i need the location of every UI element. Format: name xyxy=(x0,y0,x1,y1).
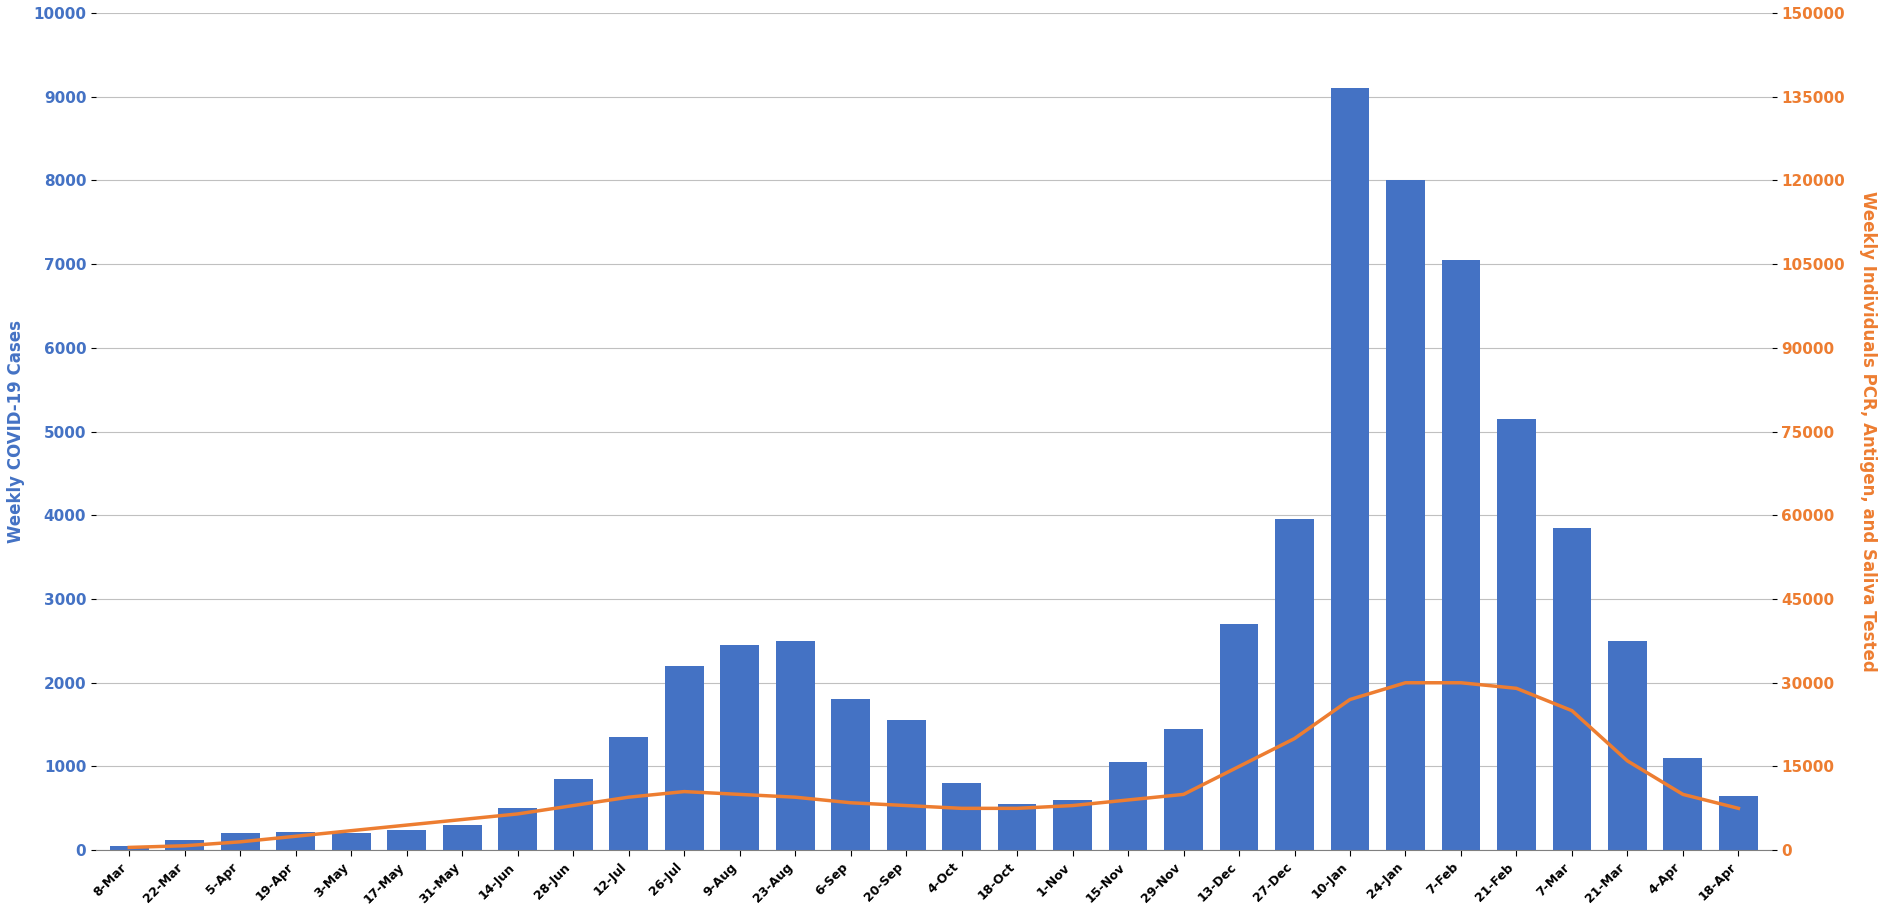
Bar xyxy=(1664,758,1703,850)
Bar xyxy=(942,783,982,850)
Bar xyxy=(609,737,648,850)
Bar xyxy=(332,834,371,850)
Bar xyxy=(1108,762,1147,850)
Bar xyxy=(554,779,593,850)
Bar xyxy=(999,804,1036,850)
Bar xyxy=(1552,528,1592,850)
Bar xyxy=(1053,800,1093,850)
Bar xyxy=(1219,624,1259,850)
Bar xyxy=(277,832,315,850)
Y-axis label: Weekly COVID-19 Cases: Weekly COVID-19 Cases xyxy=(8,320,24,543)
Bar xyxy=(166,840,203,850)
Bar xyxy=(220,834,260,850)
Bar xyxy=(1609,641,1647,850)
Bar xyxy=(776,641,814,850)
Bar xyxy=(1441,260,1481,850)
Bar xyxy=(109,846,149,850)
Bar xyxy=(388,830,426,850)
Y-axis label: Weekly Individuals PCR, Antigen, and Saliva Tested: Weekly Individuals PCR, Antigen, and Sal… xyxy=(1860,191,1876,672)
Bar xyxy=(1164,729,1204,850)
Bar xyxy=(1387,181,1424,850)
Bar xyxy=(1718,796,1758,850)
Bar xyxy=(720,645,759,850)
Bar xyxy=(665,666,703,850)
Bar xyxy=(443,825,482,850)
Bar xyxy=(1275,519,1313,850)
Bar xyxy=(1330,89,1370,850)
Bar xyxy=(831,699,870,850)
Bar xyxy=(497,808,537,850)
Bar xyxy=(887,720,925,850)
Bar xyxy=(1498,419,1535,850)
